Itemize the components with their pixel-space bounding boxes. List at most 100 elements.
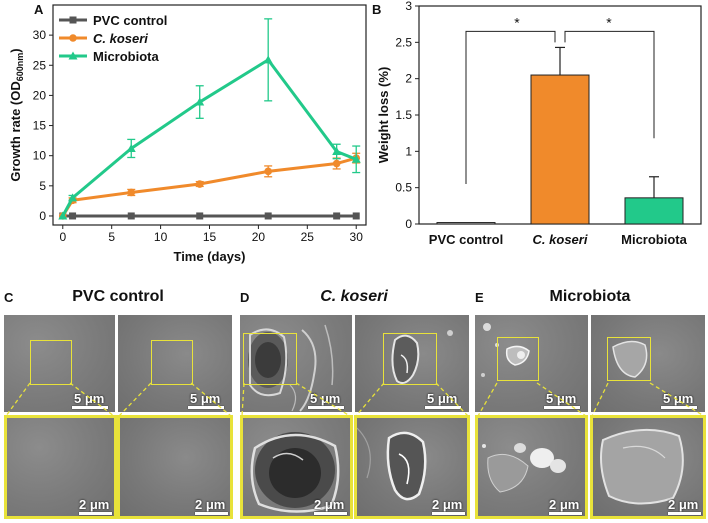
y-tick-label: 15 bbox=[33, 119, 47, 133]
sem-microbiota-overview-2: 5 μm bbox=[591, 315, 705, 412]
data-point bbox=[195, 180, 204, 188]
surface-texture bbox=[391, 330, 453, 384]
y-tick-label: 0 bbox=[405, 217, 412, 231]
scale-label-2um: 2 μm bbox=[79, 497, 110, 512]
significance-star: * bbox=[606, 14, 612, 30]
scale-label-5um: 5 μm bbox=[310, 391, 341, 406]
y-tick-label: 2 bbox=[405, 72, 412, 86]
legend-label: C. koseri bbox=[93, 31, 148, 46]
data-point bbox=[127, 188, 136, 197]
scale-bar bbox=[195, 512, 228, 515]
y-axis-label: Growth rate (OD600nm) bbox=[8, 48, 25, 181]
scale-label-2um: 2 μm bbox=[549, 497, 580, 512]
surface-texture bbox=[248, 324, 334, 412]
zoom-region-box bbox=[151, 340, 193, 385]
y-tick-label: 3 bbox=[405, 0, 412, 13]
sem-pvc-control-overview-1: 5 μm bbox=[4, 315, 115, 412]
surface-texture bbox=[612, 340, 648, 378]
data-point bbox=[264, 167, 272, 176]
scale-bar bbox=[544, 406, 580, 409]
scale-label-2um: 2 μm bbox=[314, 497, 345, 512]
scale-label-5um: 5 μm bbox=[546, 391, 577, 406]
scale-label-5um: 5 μm bbox=[427, 391, 458, 406]
scale-bar bbox=[308, 406, 344, 409]
zoom-connector-lines-c bbox=[5, 382, 232, 417]
sem-pvc-control-overview-2: 5 μm bbox=[118, 315, 232, 412]
data-point bbox=[196, 212, 204, 220]
sem-microbiota-zoom-1: 2 μm bbox=[475, 415, 588, 519]
scale-label-5um: 5 μm bbox=[190, 391, 221, 406]
y-tick-label: 0 bbox=[39, 209, 46, 223]
zoom-region-box bbox=[497, 337, 539, 381]
significance-bracket bbox=[564, 30, 655, 139]
scale-bar bbox=[549, 512, 582, 515]
scale-bar bbox=[72, 406, 108, 409]
y-tick-label: 30 bbox=[33, 28, 47, 42]
sem-pvc-control-zoom-2: 2 μm bbox=[117, 415, 233, 519]
sem-c-koseri-zoom-2: 2 μm bbox=[354, 415, 470, 519]
data-point bbox=[68, 193, 78, 202]
zoom-region-box bbox=[383, 333, 437, 385]
y-axis-label-close: ) bbox=[8, 48, 23, 52]
y-axis-label-subscript: 600nm bbox=[15, 53, 25, 82]
zoom-region-box bbox=[30, 340, 72, 385]
y-tick-label: 5 bbox=[39, 179, 46, 193]
scale-label-5um: 5 μm bbox=[663, 391, 694, 406]
data-point bbox=[195, 97, 205, 106]
sem-c-koseri-overview-1: 5 μm bbox=[240, 315, 352, 412]
scale-bar bbox=[668, 512, 701, 515]
sem-pvc-control-zoom-1: 2 μm bbox=[4, 415, 117, 519]
scale-label-2um: 2 μm bbox=[195, 497, 226, 512]
series-line-1 bbox=[61, 156, 357, 217]
x-tick-label: 30 bbox=[350, 230, 364, 244]
significance-star: * bbox=[514, 14, 520, 30]
data-point bbox=[69, 212, 77, 220]
zoom-connector-lines-d bbox=[241, 382, 469, 417]
scale-bar bbox=[79, 512, 112, 515]
sem-c-koseri-zoom-1: 2 μm bbox=[240, 415, 353, 519]
series-line-2 bbox=[61, 57, 357, 217]
y-tick-label: 1 bbox=[405, 144, 412, 158]
panel-letter-c: C bbox=[4, 290, 14, 305]
x-axis-label: Time (days) bbox=[173, 249, 245, 264]
legend-label: PVC control bbox=[93, 13, 167, 28]
category-label: C. koseri bbox=[533, 232, 588, 247]
scale-label-5um: 5 μm bbox=[74, 391, 105, 406]
y-tick-label: 0.5 bbox=[395, 181, 412, 195]
data-point bbox=[58, 211, 68, 220]
scale-bar bbox=[314, 512, 347, 515]
sem-microbiota-overview-1: 5 μm bbox=[475, 315, 588, 412]
significance-bracket bbox=[465, 30, 556, 185]
panel-letter-e: E bbox=[475, 290, 484, 305]
panel-letter-a: A bbox=[34, 2, 44, 17]
data-point bbox=[127, 212, 135, 220]
data-point bbox=[332, 159, 341, 168]
data-point bbox=[264, 212, 272, 220]
data-point bbox=[332, 146, 342, 155]
y-axis-label: Weight loss (%) bbox=[376, 67, 391, 164]
scale-bar bbox=[432, 512, 465, 515]
surface-texture bbox=[600, 428, 684, 505]
legend-marker bbox=[69, 16, 77, 24]
micrograph-title-pvc-control: PVC control bbox=[72, 288, 164, 305]
surface-texture bbox=[357, 427, 427, 501]
x-tick-label: 5 bbox=[108, 230, 115, 244]
surface-texture bbox=[482, 443, 566, 493]
y-tick-label: 10 bbox=[33, 149, 47, 163]
zoom-connector-lines-e bbox=[477, 382, 705, 417]
zoom-region-box bbox=[607, 337, 651, 381]
x-tick-label: 15 bbox=[203, 230, 217, 244]
sem-c-koseri-overview-2: 5 μm bbox=[355, 315, 469, 412]
micrograph-title-microbiota: Microbiota bbox=[549, 288, 631, 305]
weight-loss-bar-chart: 0 0.5 1 1.5 2 2.5 3 Weight loss (%) PVC control C… bbox=[376, 0, 702, 247]
scale-bar bbox=[661, 406, 697, 409]
sem-microbiota-zoom-2: 2 μm bbox=[590, 415, 706, 519]
y-axis-label-main: Growth rate (OD bbox=[8, 81, 23, 181]
panel-letter-d: D bbox=[240, 290, 250, 305]
scale-label-2um: 2 μm bbox=[432, 497, 463, 512]
data-point bbox=[126, 143, 136, 152]
micrograph-title-c-koseri: C. koseri bbox=[320, 288, 388, 305]
x-tick-label: 0 bbox=[59, 230, 66, 244]
panel-letter-b: B bbox=[372, 2, 382, 17]
x-tick-label: 20 bbox=[252, 230, 266, 244]
